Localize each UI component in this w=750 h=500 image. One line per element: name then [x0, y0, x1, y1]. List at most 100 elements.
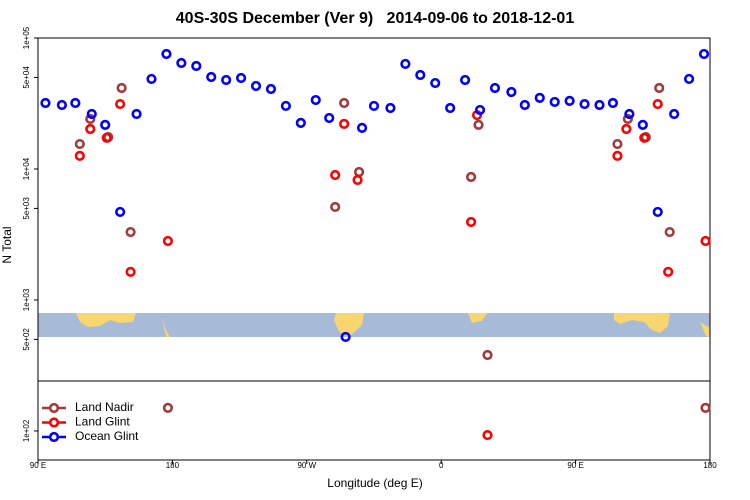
point [74, 138, 85, 150]
point [125, 266, 136, 277]
point [352, 174, 363, 186]
point [221, 74, 232, 86]
point [549, 96, 560, 108]
point [637, 119, 648, 131]
point [250, 80, 262, 92]
x-tick-label: 180 [166, 461, 180, 470]
x-tick-label: 90 W [297, 461, 316, 470]
point [101, 132, 112, 143]
x-tick-label: 180 [703, 461, 717, 470]
point [324, 112, 335, 124]
point [339, 118, 350, 129]
point [330, 169, 341, 181]
point [489, 82, 501, 94]
point [564, 95, 575, 106]
point [353, 166, 365, 178]
point [339, 97, 350, 109]
point [280, 100, 291, 112]
y-tick-label: 5e+02 [22, 328, 31, 351]
point [206, 71, 217, 83]
point [176, 57, 187, 69]
point [652, 206, 663, 218]
point [700, 235, 711, 247]
point [663, 266, 674, 277]
point [473, 119, 484, 131]
y-tick-label: 1e+04 [22, 157, 31, 180]
point [482, 349, 493, 361]
point [115, 98, 126, 110]
point [430, 77, 441, 89]
point [612, 150, 623, 161]
point [445, 102, 456, 114]
point [85, 113, 96, 125]
y-axis-label: N Total [0, 226, 14, 263]
legend-marker [48, 417, 60, 428]
point [131, 108, 142, 120]
point [340, 331, 351, 343]
point [330, 201, 341, 213]
point [368, 100, 380, 112]
x-tick-label: 90 E [567, 461, 583, 470]
point [622, 113, 633, 125]
point [465, 216, 477, 228]
point [356, 122, 368, 133]
point [474, 104, 486, 116]
point [265, 83, 277, 95]
point [415, 69, 426, 81]
point [639, 132, 650, 143]
point [579, 98, 590, 110]
point [698, 48, 710, 60]
point [607, 97, 619, 109]
y-tick-label: 1e+05 [22, 26, 31, 49]
legend-label: Land Nadir [75, 400, 134, 414]
point [56, 99, 67, 111]
map-strip [38, 313, 710, 337]
legend-label: Land Glint [75, 415, 130, 429]
point [683, 73, 695, 85]
point [310, 94, 321, 106]
point [385, 102, 396, 114]
plot-frame [37, 37, 711, 461]
point [100, 119, 111, 131]
y-tick-label: 5e+04 [22, 66, 31, 89]
point [74, 150, 85, 161]
point [400, 58, 411, 70]
point [85, 123, 96, 135]
legend-marker [48, 431, 60, 443]
point [506, 86, 517, 98]
x-tick-label: 0 [439, 461, 444, 470]
point [162, 402, 174, 413]
point [482, 429, 493, 441]
point [654, 82, 665, 94]
point [700, 402, 711, 413]
point [652, 98, 663, 110]
point [162, 235, 174, 247]
point [664, 226, 675, 238]
legend-label: Ocean Glint [75, 429, 139, 443]
point [621, 123, 632, 135]
point [519, 99, 530, 111]
point [594, 99, 605, 111]
y-tick-label: 5e+03 [22, 197, 31, 220]
chart-title: 40S-30S December (Ver 9) 2014-09-06 to 2… [176, 10, 575, 27]
point [235, 72, 247, 84]
point [115, 206, 126, 218]
point [295, 117, 306, 128]
point [146, 73, 157, 85]
land-shapes [76, 313, 710, 337]
point [624, 108, 635, 120]
legend-marker [48, 402, 60, 414]
x-tick-label: 90 E [30, 461, 46, 470]
y-tick-label: 1e+03 [22, 288, 31, 311]
point [86, 108, 97, 120]
point [465, 171, 477, 183]
point [669, 108, 680, 120]
point [459, 74, 471, 86]
point [40, 97, 51, 109]
x-axis-label: Longitude (deg E) [327, 476, 422, 490]
point [116, 82, 127, 94]
y-tick-label: 1e+02 [22, 419, 31, 442]
point [125, 226, 136, 238]
